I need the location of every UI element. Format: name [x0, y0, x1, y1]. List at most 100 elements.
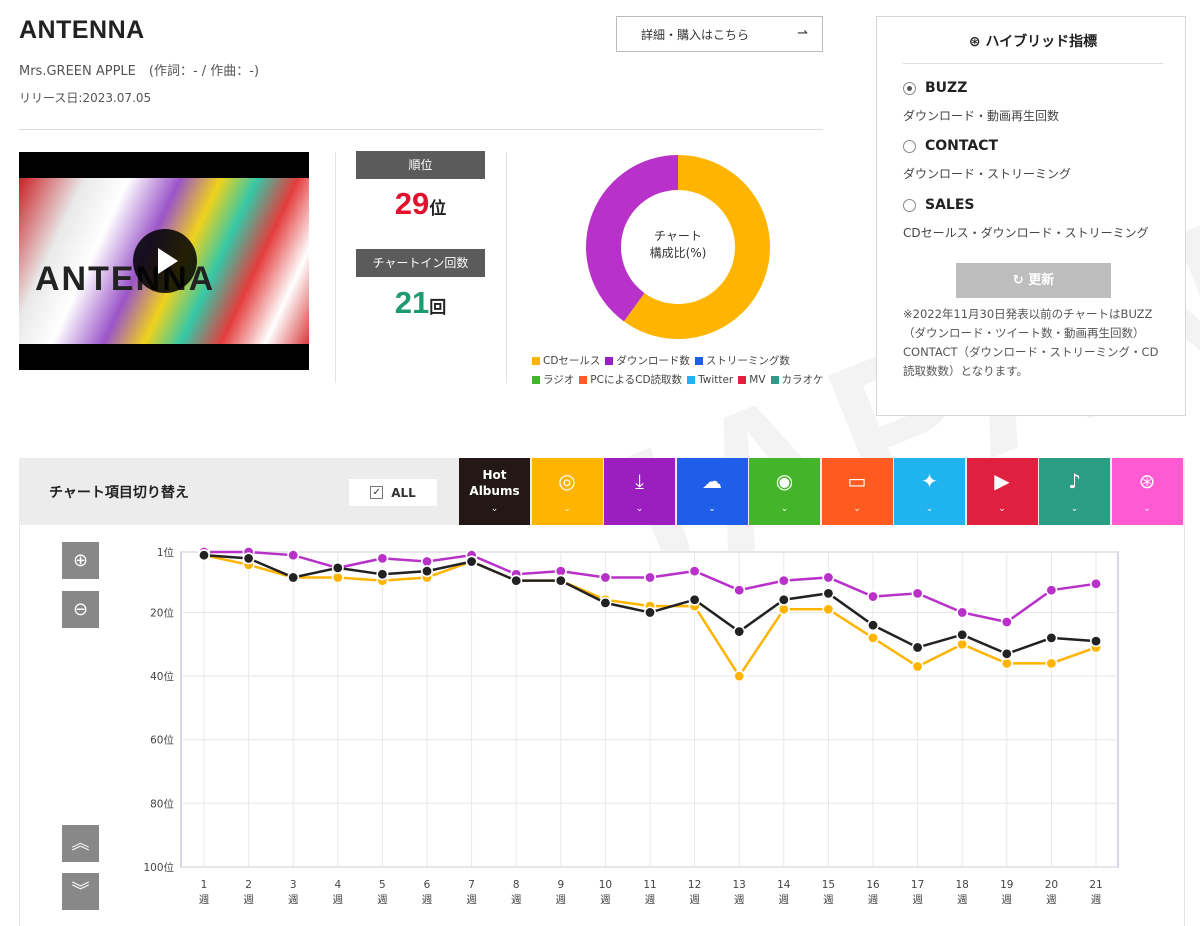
tab-download[interactable]: ⤓ ⌄	[604, 458, 675, 525]
video-player[interactable]: ANTENNA	[19, 152, 309, 370]
arrow-icon: ⇀	[797, 26, 808, 41]
donut-center-line1: チャート	[654, 229, 702, 243]
divider	[903, 63, 1163, 64]
legend-label: MV	[749, 373, 766, 386]
tab-label: Hot Albums	[469, 468, 520, 498]
rank-value: 29	[394, 186, 430, 221]
option-buzz-label: BUZZ	[925, 80, 968, 96]
checkbox-icon: ✓	[370, 486, 384, 499]
legend-item: MV	[738, 372, 766, 387]
legend-label: ラジオ	[543, 374, 575, 386]
chart-in-count-label: チャートイン回数	[356, 249, 485, 277]
release-date: リリース日:2023.07.05	[19, 91, 152, 105]
legend-item: ダウンロード数	[605, 353, 690, 368]
option-sales-desc: CDセールス・ダウンロード・ストリーミング	[903, 226, 1149, 240]
option-contact[interactable]: CONTACT	[903, 138, 998, 154]
tab-streaming[interactable]: ☁ ⌄	[676, 458, 748, 525]
play-icon[interactable]	[133, 229, 197, 293]
chevron-down-icon: ⌄	[563, 504, 571, 514]
composition-donut-chart	[586, 155, 770, 339]
tab-pc-cd-read[interactable]: ▭ ⌄	[821, 458, 893, 525]
donut-center-label: チャート 構成比(%)	[625, 228, 731, 262]
rank-value-block: 29位	[356, 186, 485, 222]
download-icon: ⤓	[635, 469, 644, 493]
legend-item: ラジオ	[532, 372, 574, 387]
option-contact-label: CONTACT	[925, 138, 999, 154]
radio-icon: ◉	[775, 469, 794, 493]
composition-legend: ラジオ PCによるCD読取数 Twitter MV カラオケ	[532, 372, 852, 387]
tab-twitter[interactable]: ✦ ⌄	[894, 458, 965, 525]
rank-unit: 位	[429, 199, 447, 218]
detail-purchase-button[interactable]: 詳細・購入はこちら ⇀	[616, 16, 823, 52]
legend-swatch	[579, 375, 588, 384]
tab-radio[interactable]: ◉ ⌄	[749, 458, 820, 525]
option-buzz-desc: ダウンロード・動画再生回数	[903, 109, 1060, 123]
tab-mv[interactable]: ▶ ⌄	[966, 458, 1038, 525]
chevron-down-icon: ⌄	[1143, 504, 1151, 514]
legend-swatch	[770, 375, 779, 384]
all-checkbox[interactable]: ✓ ALL	[349, 479, 437, 506]
detail-purchase-label: 詳細・購入はこちら	[641, 27, 750, 42]
tab-hybrid[interactable]: ⊛ ⌄	[1111, 458, 1183, 525]
option-contact-desc: ダウンロード・ストリーミング	[903, 167, 1072, 181]
scroll-down-icon[interactable]: ︾	[62, 873, 99, 910]
donut-slice-0	[623, 155, 770, 339]
update-label: 更新	[1028, 273, 1055, 288]
mic-icon: ♪	[1068, 469, 1081, 493]
legend-label: Twitter	[698, 373, 734, 386]
zoom-in-icon[interactable]: ⊕	[62, 542, 99, 579]
twitter-icon: ✦	[921, 469, 938, 493]
legend-swatch	[687, 375, 696, 384]
rank-label: 順位	[356, 151, 485, 179]
donut-slice-1	[586, 155, 678, 322]
chart-in-count-value: 21	[394, 285, 430, 320]
hybrid-icon: ⊛	[1138, 469, 1156, 493]
legend-item: PCによるCD読取数	[579, 372, 682, 387]
youtube-icon: ▶	[994, 469, 1010, 493]
tab-cd-sales[interactable]: ◎ ⌄	[531, 458, 603, 525]
donut-center-line2: 構成比(%)	[649, 246, 707, 260]
chevron-down-icon: ⌄	[925, 504, 934, 514]
legend-swatch	[694, 356, 703, 365]
chevron-down-icon: ⌄	[490, 504, 499, 514]
song-title: ANTENNA	[19, 16, 145, 44]
legend-label: カラオケ	[781, 374, 824, 386]
legend-label: CDセールス	[543, 355, 601, 367]
legend-item: Twitter	[687, 372, 733, 387]
radio-sales[interactable]	[903, 198, 916, 212]
legend-item: ストリーミング数	[694, 353, 790, 368]
hybrid-index-panel: ⊛ ハイブリッド指標 BUZZ ダウンロード・動画再生回数 CONTACT ダウ…	[876, 16, 1186, 416]
chevron-down-icon: ⌄	[708, 504, 716, 514]
radio-buzz[interactable]	[903, 81, 916, 95]
legend-swatch	[532, 375, 540, 384]
disc-icon: ◎	[558, 469, 576, 493]
legend-swatch	[738, 375, 747, 384]
chevron-down-icon: ⌄	[635, 504, 644, 514]
chart-in-count-unit: 回	[429, 298, 447, 317]
radio-contact[interactable]	[903, 139, 916, 153]
legend-label: PCによるCD読取数	[590, 374, 683, 386]
chevron-down-icon: ⌄	[1070, 504, 1079, 514]
divider	[335, 152, 336, 383]
tab-karaoke[interactable]: ♪ ⌄	[1039, 458, 1110, 525]
option-sales[interactable]: SALES	[903, 197, 975, 213]
chevron-down-icon: ⌄	[998, 504, 1006, 514]
composition-legend: CDセールス ダウンロード数 ストリーミング数	[532, 353, 852, 368]
option-buzz[interactable]: BUZZ	[903, 80, 967, 96]
chart-in-count-block: 21回	[356, 285, 485, 321]
option-sales-label: SALES	[925, 197, 975, 213]
chart-toggle-bar: チャート項目切り替え ✓ ALL Hot Albums ⌄ ◎ ⌄ ⤓ ⌄ ☁ ⌄ ◉ ⌄ ▭ ⌄ ✦ ⌄…	[19, 458, 1185, 525]
hybrid-note: ※2022年11月30日発表以前のチャートはBUZZ（ダウンロード・ツイート数・…	[903, 307, 1159, 378]
scroll-up-icon[interactable]: ︽	[62, 825, 99, 862]
zoom-out-icon[interactable]: ⊖	[62, 591, 99, 628]
legend-item: カラオケ	[770, 372, 824, 387]
cloud-music-icon: ☁	[702, 469, 722, 493]
legend-swatch	[605, 356, 614, 365]
legend-swatch	[532, 356, 540, 365]
refresh-icon: ↻	[1012, 273, 1024, 288]
update-button[interactable]: ↻ 更新	[956, 263, 1111, 298]
pc-disc-icon: ▭	[847, 469, 867, 493]
tab-hot-albums[interactable]: Hot Albums ⌄	[459, 458, 530, 525]
chart-area	[19, 525, 1185, 926]
hybrid-title-row: ⊛ ハイブリッド指標	[903, 31, 1163, 51]
